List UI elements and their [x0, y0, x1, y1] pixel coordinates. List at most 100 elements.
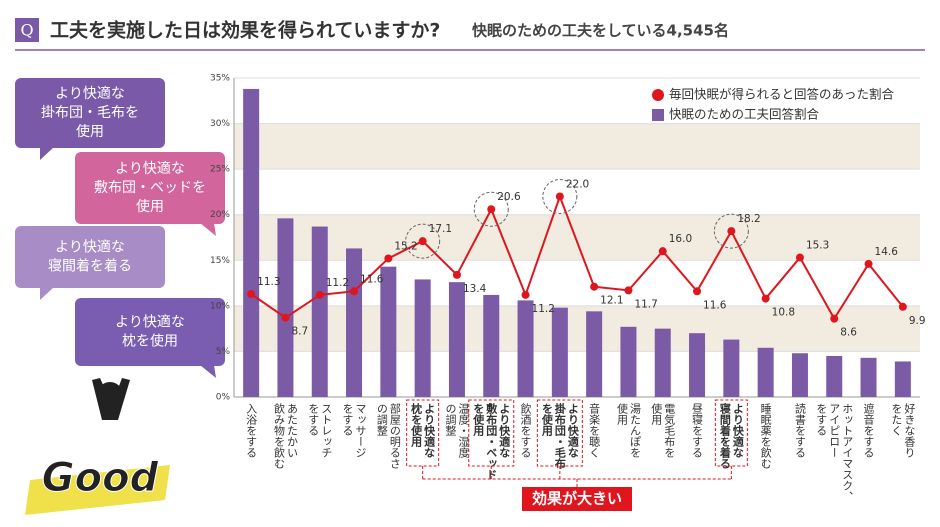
value-label: 18.2 — [737, 213, 760, 225]
value-label: 11.3 — [257, 276, 280, 288]
x-tick-label: の調整 — [375, 403, 388, 436]
bar — [311, 226, 328, 397]
bubble-text: 枕を使用 — [122, 333, 178, 350]
highlight-box — [714, 399, 748, 467]
x-tick-label: マッサージ — [354, 403, 367, 458]
point — [761, 294, 770, 303]
legend-marker — [652, 109, 664, 121]
legend-marker — [652, 89, 664, 101]
value-label: 11.2 — [532, 303, 555, 315]
x-tick-label: アイピロー — [828, 403, 841, 458]
legend-label: 毎回快眠が得られると回答のあった割合 — [669, 87, 895, 102]
point — [864, 259, 873, 268]
point — [830, 314, 839, 323]
point — [350, 287, 359, 296]
bar — [243, 88, 260, 398]
value-label: 11.2 — [326, 277, 349, 289]
y-tick-label: 30% — [210, 119, 230, 129]
point — [521, 290, 530, 299]
bubble-tail — [200, 365, 216, 378]
highlight-box — [468, 399, 515, 467]
point — [727, 227, 736, 236]
y-tick-label: 15% — [210, 256, 230, 266]
y-tick-label: 35% — [210, 74, 230, 84]
bar — [689, 333, 706, 397]
bar — [414, 279, 431, 397]
point — [281, 313, 290, 322]
band — [234, 214, 920, 261]
x-tick-label: ホットアイマスク、 — [841, 403, 854, 502]
point — [418, 237, 427, 246]
point — [658, 247, 667, 256]
bar — [448, 282, 465, 397]
bar — [826, 355, 843, 397]
x-tick-label: 飲み物を飲む — [272, 402, 285, 469]
value-label: 12.1 — [600, 295, 623, 307]
bar — [757, 347, 774, 397]
point — [898, 302, 907, 311]
point — [693, 287, 702, 296]
band — [234, 123, 920, 170]
point — [452, 270, 461, 279]
annotation: 効果が大きい — [532, 490, 622, 508]
bar — [791, 353, 808, 397]
x-tick-label: 温度・湿度 — [457, 403, 470, 459]
x-tick-label: 枕を使用 — [410, 402, 424, 448]
y-tick-label: 0% — [216, 393, 231, 403]
y-tick-label: 5% — [216, 347, 231, 357]
bar — [380, 266, 397, 397]
value-label: 9.9 — [909, 315, 926, 327]
value-label: 14.6 — [875, 246, 899, 258]
x-tick-label: より快適な — [423, 403, 437, 459]
x-tick-label: 遮音をする — [862, 402, 875, 458]
x-tick-label: 音楽を聴く — [588, 402, 601, 458]
x-tick-label: 睡眠薬を飲む — [759, 403, 772, 469]
x-tick-label: 好きな香り — [903, 402, 916, 458]
x-tick-label: 敷布団・ベッド — [485, 402, 498, 480]
value-label: 15.3 — [806, 240, 829, 252]
x-tick-label: 部屋の明るさ — [388, 402, 401, 469]
value-label: 20.6 — [497, 191, 521, 203]
point — [555, 192, 564, 201]
x-tick-label: をする — [341, 403, 354, 436]
x-tick-label: 入浴をする — [245, 403, 258, 458]
x-tick-label: をたく — [890, 403, 903, 436]
x-tick-label: あたたかい — [285, 403, 298, 458]
x-tick-label: より快適な — [566, 403, 580, 459]
value-label: 13.4 — [463, 283, 487, 295]
highlight-box — [536, 399, 583, 467]
x-tick-label: をする — [307, 403, 320, 436]
legend-label: 快眠のための工夫回答割合 — [669, 107, 820, 122]
bar — [894, 361, 911, 397]
bubble — [75, 298, 225, 366]
bubble — [15, 78, 165, 148]
line — [250, 193, 904, 321]
highlight-circle — [473, 191, 509, 227]
point — [315, 290, 324, 299]
title: 工夫を実施した日は効果を得られていますか? — [50, 19, 440, 42]
value-label: 10.8 — [772, 307, 795, 319]
bar — [517, 300, 534, 397]
x-tick-label: より快適な — [498, 403, 512, 459]
x-tick-label: を使用 — [472, 403, 486, 437]
subtitle: 快眠のための工夫をしている4,545名 — [472, 22, 729, 40]
x-tick-label: 読書をする — [793, 402, 806, 458]
bubble-text: より快適な — [55, 239, 125, 256]
point — [384, 254, 393, 263]
value-label: 8.7 — [291, 326, 308, 338]
value-label: 16.0 — [669, 233, 692, 245]
bubble-tail — [200, 223, 216, 236]
bubble-text: 使用 — [76, 123, 104, 140]
bar — [723, 339, 740, 397]
x-tick-label: 飲酒をする — [519, 402, 532, 458]
bubble — [75, 152, 225, 224]
value-label: 11.7 — [634, 298, 657, 310]
x-tick-label: より快適な — [731, 403, 745, 459]
bar — [551, 307, 568, 397]
bubble-text: 寝間着を着る — [48, 258, 132, 275]
bubble-text: より快適な — [115, 160, 185, 177]
x-tick-label: 使用 — [615, 403, 628, 426]
badge: Q — [20, 21, 33, 40]
bar — [654, 328, 671, 397]
